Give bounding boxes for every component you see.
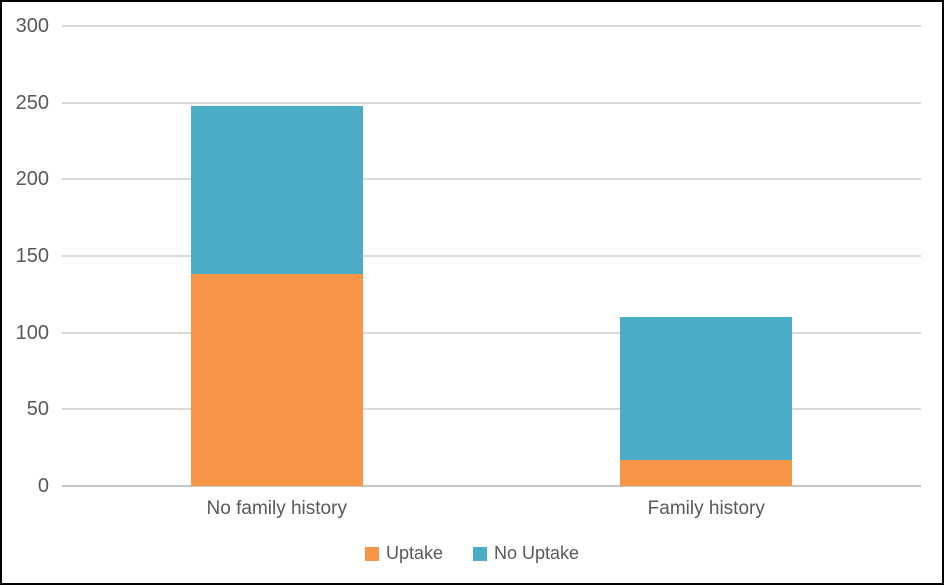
y-axis-tick-label-150: 150 — [15, 245, 49, 267]
uptake-legend-swatch-icon — [364, 546, 379, 561]
gridline-100 — [62, 331, 921, 334]
x-axis-label-family-history: Family history — [647, 498, 765, 519]
uptake-legend-label: Uptake — [385, 543, 443, 563]
bar-segment-no-uptake-1 — [190, 105, 363, 275]
no-uptake-legend-label: No Uptake — [494, 543, 580, 563]
bar-segment-uptake-1 — [190, 274, 363, 486]
gridline-300 — [62, 25, 921, 27]
x-axis-label-no-family-history: No family history — [206, 498, 347, 519]
gridline-200 — [62, 178, 921, 181]
no-uptake-legend-swatch-icon — [473, 546, 487, 561]
gridline-50 — [62, 408, 921, 411]
gridline-250 — [62, 101, 921, 104]
y-axis-tick-label-0: 0 — [37, 475, 49, 497]
gridline-0 — [62, 485, 921, 487]
y-axis-tick-label-100: 100 — [15, 321, 49, 344]
gridline-150 — [62, 255, 921, 257]
y-axis-tick-label-200: 200 — [15, 168, 49, 191]
legend: Uptake No Uptake — [2, 543, 942, 564]
legend-item-no-uptake: No Uptake — [473, 543, 579, 564]
bar-segment-uptake-2 — [620, 459, 793, 486]
legend-item-uptake: Uptake — [364, 543, 443, 564]
y-axis-tick-label-250: 250 — [15, 91, 49, 114]
y-axis-tick-label-300: 300 — [15, 15, 49, 37]
y-axis-tick-label-50: 50 — [26, 398, 49, 421]
x-axis-labels: No family history Family history — [62, 498, 921, 520]
bar-segment-no-uptake-2 — [620, 317, 793, 460]
